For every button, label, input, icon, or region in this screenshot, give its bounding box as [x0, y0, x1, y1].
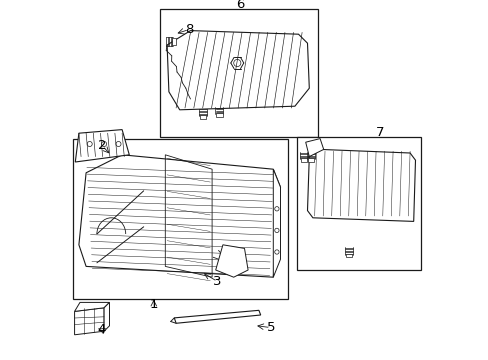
Text: 1: 1	[149, 298, 158, 311]
Polygon shape	[104, 302, 109, 331]
Bar	[160, 9, 318, 137]
Text: 5: 5	[266, 321, 274, 334]
Polygon shape	[216, 113, 222, 117]
Polygon shape	[79, 155, 280, 277]
Polygon shape	[75, 308, 104, 335]
Bar	[296, 137, 420, 270]
Polygon shape	[345, 254, 351, 257]
Polygon shape	[305, 139, 323, 157]
Text: 4: 4	[97, 323, 105, 336]
Polygon shape	[200, 115, 206, 119]
Polygon shape	[273, 169, 280, 277]
Polygon shape	[174, 310, 260, 323]
Polygon shape	[75, 302, 109, 311]
Polygon shape	[215, 245, 247, 277]
Polygon shape	[167, 31, 309, 110]
Polygon shape	[307, 149, 415, 221]
Text: 7: 7	[376, 126, 384, 139]
Text: 3: 3	[213, 275, 221, 288]
Text: 6: 6	[235, 0, 244, 11]
Polygon shape	[300, 158, 306, 162]
Polygon shape	[172, 38, 175, 45]
Text: 2: 2	[98, 139, 106, 152]
Polygon shape	[75, 130, 129, 162]
Bar	[73, 139, 287, 299]
Text: 8: 8	[184, 23, 193, 36]
Polygon shape	[307, 158, 314, 162]
